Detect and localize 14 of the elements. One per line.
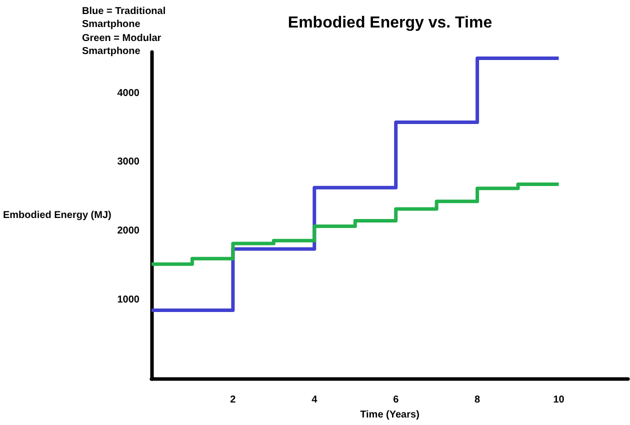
y-tick-label: 1000 xyxy=(117,294,140,306)
x-tick-label: 8 xyxy=(474,394,481,406)
y-tick-label: 2000 xyxy=(117,226,140,237)
x-axis-title: Time (Years) xyxy=(360,410,420,420)
y-tick-label: 3000 xyxy=(117,156,140,168)
x-tick-label: 4 xyxy=(312,394,318,406)
x-tick-label: 10 xyxy=(553,394,565,406)
text: Blue = Traditional Smartphone xyxy=(82,6,168,30)
chart-title: Embodied Energy vs. Time xyxy=(288,14,492,32)
x-tick-label: 6 xyxy=(393,394,400,406)
x-tick-label: 2 xyxy=(230,394,236,406)
annotation: Green = Modular Smartphone xyxy=(82,33,164,57)
y-tick-label: 4000 xyxy=(117,88,140,99)
y-axis-title: Embodied Energy (MJ) xyxy=(2,210,112,222)
